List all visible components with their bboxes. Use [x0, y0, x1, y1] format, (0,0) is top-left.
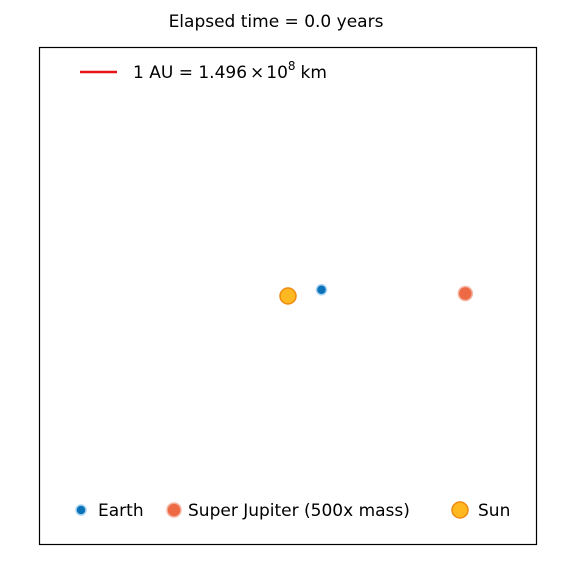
scale-bar-label-unit: km [301, 63, 327, 83]
scale-bar-label-exponent: 8 [288, 59, 296, 73]
legend-label-sun: Sun [478, 501, 510, 521]
legend-marker-earth [75, 504, 87, 516]
scale-bar-label-times: × [250, 63, 264, 83]
chart-title: Elapsed time = 0.0 years [169, 12, 384, 32]
scale-bar-label-base: 10 [266, 63, 288, 83]
legend-entry-sun: Sun [451, 501, 510, 521]
point-super-jupiter [457, 285, 474, 302]
legend-entry-super-jupiter: Super Jupiter (500x mass) [166, 501, 410, 521]
bodies-legend: Earth Super Jupiter (500x mass) Sun [75, 501, 510, 521]
legend-label-earth: Earth [98, 501, 144, 521]
legend-entry-earth: Earth [75, 501, 144, 521]
scale-bar-label-prefix: 1 AU = 1.496 [133, 63, 247, 83]
legend-marker-super-jupiter [166, 502, 182, 518]
celestial-bodies [279, 284, 474, 305]
scale-bar-legend: 1 AU = 1.496 × 108 km [80, 59, 327, 83]
scale-bar-label: 1 AU = 1.496 × 108 km [133, 59, 327, 83]
legend-label-super-jupiter: Super Jupiter (500x mass) [188, 501, 410, 521]
legend-marker-sun [451, 501, 469, 519]
point-sun [279, 287, 297, 305]
point-earth [315, 284, 328, 296]
